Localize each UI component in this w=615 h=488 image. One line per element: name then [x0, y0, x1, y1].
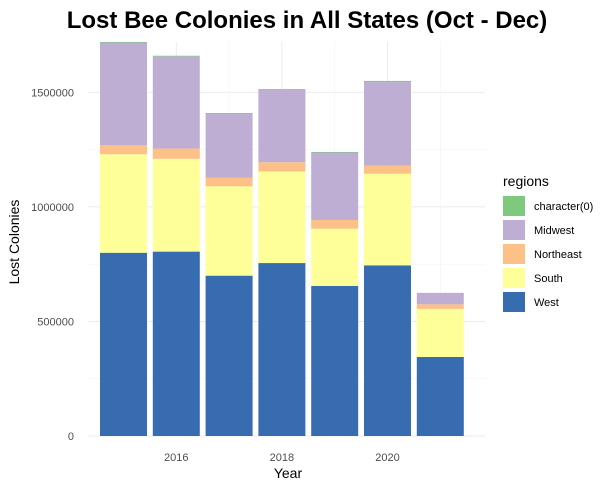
bar-character-0-2015	[100, 42, 147, 43]
bar-midwest-2018	[258, 88, 306, 163]
chart-title: Lost Bee Colonies in All States (Oct - D…	[67, 7, 548, 34]
bar-northeast-2016	[152, 148, 200, 159]
legend-label: South	[534, 273, 563, 285]
bar-midwest-2021	[416, 292, 464, 305]
bar-character-0-2019	[311, 151, 359, 153]
bar-south-2020	[364, 173, 411, 266]
bar-midwest-2019	[311, 152, 359, 220]
legend-swatch	[503, 268, 525, 288]
bar-midwest-2015	[100, 42, 147, 146]
bar-west-2017	[205, 275, 253, 436]
legend-label: Northeast	[534, 249, 582, 261]
bar-midwest-2016	[152, 56, 200, 149]
x-tick-label: 2016	[164, 452, 188, 464]
bar-west-2021	[416, 356, 464, 436]
legend-swatch	[503, 244, 525, 264]
legend-swatch	[503, 196, 525, 216]
x-tick-label: 2018	[270, 452, 294, 464]
bar-character-0-2017	[205, 113, 253, 114]
bar-south-2021	[416, 308, 464, 357]
x-axis-ticks: 2016 2018 2020	[164, 452, 400, 464]
bar-west-2016	[152, 251, 200, 436]
bar-south-2017	[205, 186, 253, 276]
bar-midwest-2020	[364, 82, 411, 166]
bar-west-2020	[364, 265, 411, 436]
legend: regions character(0) Midwest Northeast Sout…	[503, 173, 593, 312]
bar-west-2015	[100, 252, 147, 436]
bar-northeast-2020	[364, 165, 411, 174]
y-axis-ticks: 0 500000 1000000 1500000	[31, 87, 74, 443]
bar-midwest-2017	[205, 113, 253, 178]
bar-south-2019	[311, 228, 359, 286]
legend-swatch	[503, 220, 525, 240]
y-axis-title: Lost Colonies	[6, 200, 22, 285]
bar-northeast-2019	[311, 219, 359, 229]
legend-label: West	[534, 297, 559, 309]
legend-title: regions	[503, 173, 549, 189]
legend-label: character(0)	[534, 201, 593, 213]
y-tick-label: 0	[68, 431, 74, 443]
x-axis-title: Year	[274, 465, 303, 481]
bar-south-2016	[152, 158, 200, 252]
bar-west-2018	[258, 263, 306, 436]
bar-character-0-2020	[364, 80, 411, 83]
bar-northeast-2017	[205, 177, 253, 187]
y-tick-label: 1000000	[31, 202, 74, 214]
bar-northeast-2015	[100, 145, 147, 155]
legend-label: Midwest	[534, 225, 574, 237]
bar-character-0-2016	[152, 55, 200, 57]
bar-south-2018	[258, 171, 306, 264]
y-tick-label: 1500000	[31, 87, 74, 99]
legend-swatch	[503, 292, 525, 312]
bar-northeast-2021	[416, 304, 464, 309]
bars	[100, 42, 464, 436]
x-tick-label: 2020	[375, 452, 399, 464]
bar-south-2015	[100, 154, 147, 253]
bar-west-2019	[311, 285, 359, 436]
y-tick-label: 500000	[37, 316, 74, 328]
bar-northeast-2018	[258, 162, 306, 172]
